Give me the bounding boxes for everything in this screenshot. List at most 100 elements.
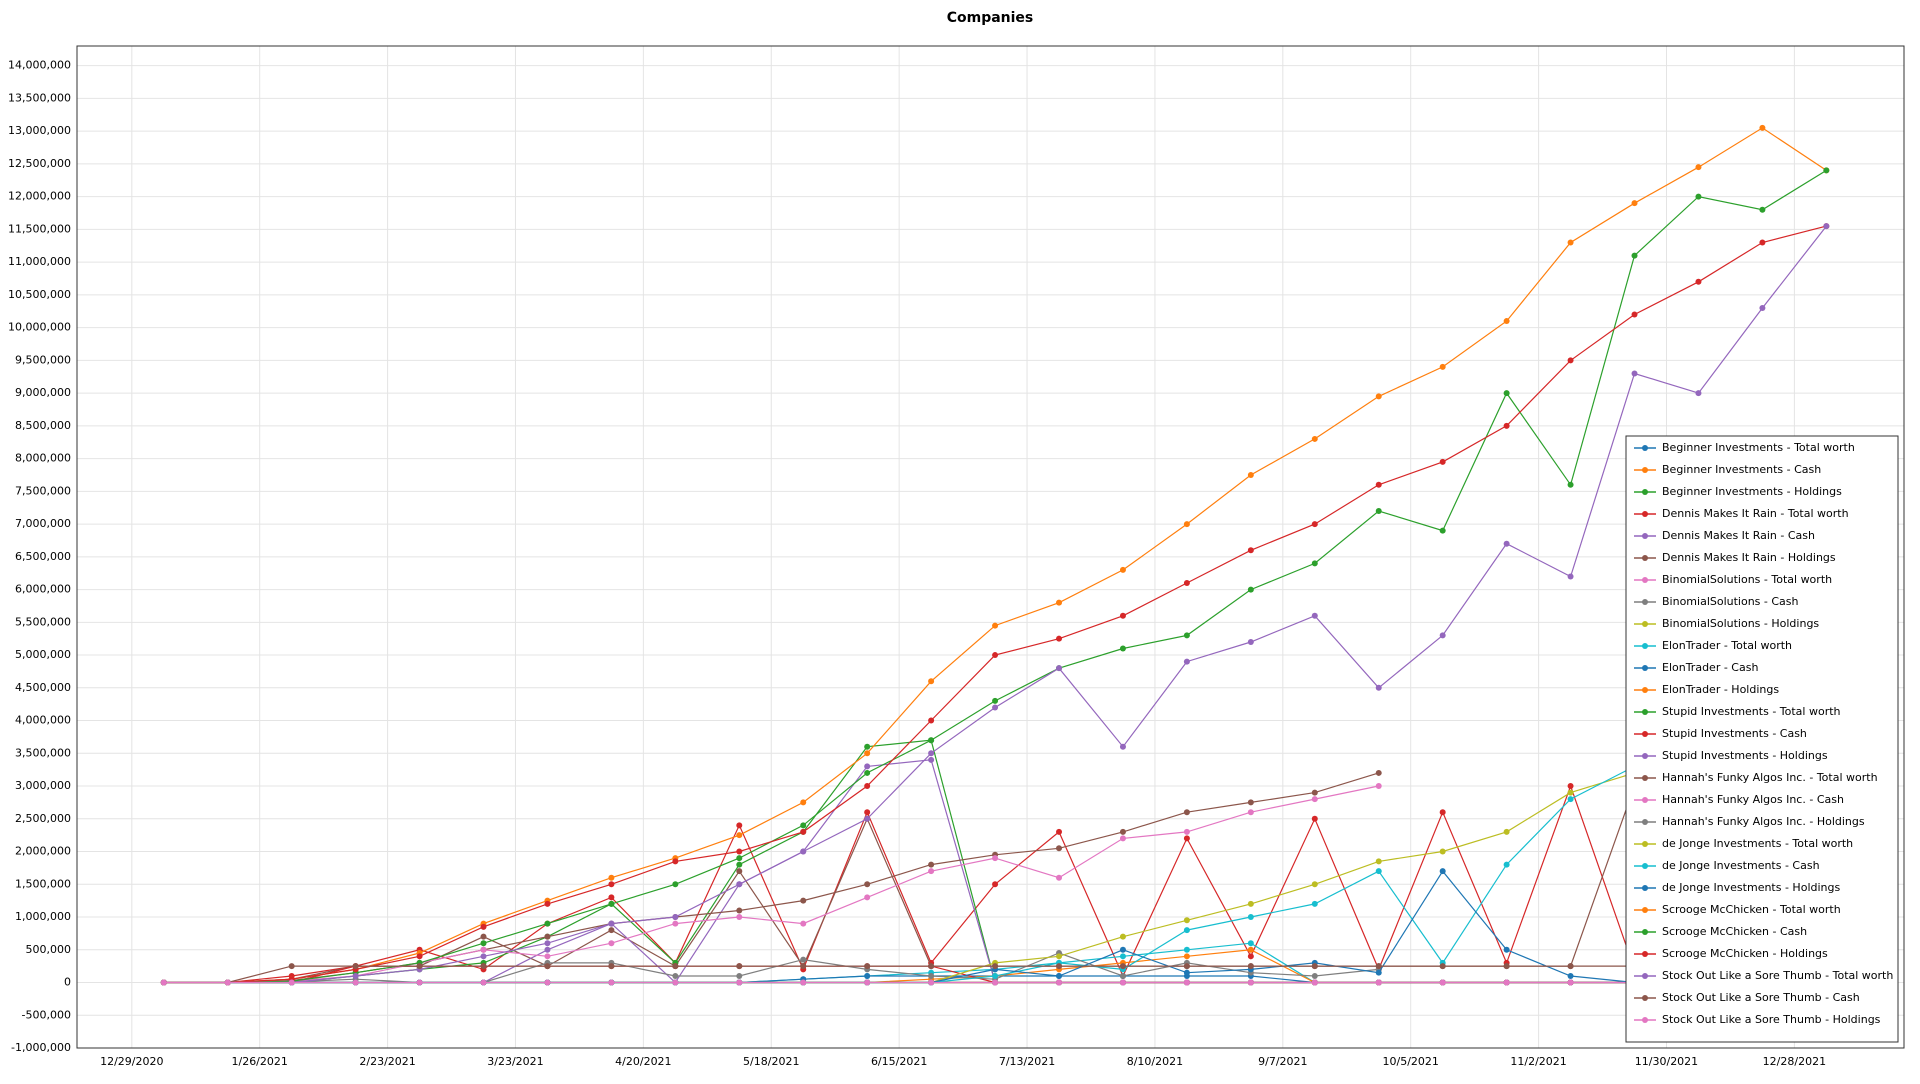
data-point xyxy=(1247,979,1254,986)
legend-label: ElonTrader - Holdings xyxy=(1662,683,1779,696)
legend-swatch-dot xyxy=(1642,907,1648,913)
data-point xyxy=(1311,560,1318,567)
data-point xyxy=(1375,969,1382,976)
data-point xyxy=(1439,363,1446,370)
y-tick-label: 2,500,000 xyxy=(15,812,71,825)
data-point xyxy=(1375,481,1382,488)
legend-label: de Jonge Investments - Holdings xyxy=(1662,881,1840,894)
legend-swatch-dot xyxy=(1642,445,1648,451)
plot-frame xyxy=(76,45,1905,1049)
y-tick-label: 11,000,000 xyxy=(8,255,71,268)
data-point xyxy=(1375,783,1382,790)
data-point xyxy=(480,979,487,986)
legend-swatch-dot xyxy=(1642,731,1648,737)
data-point xyxy=(1503,828,1510,835)
legend-label: BinomialSolutions - Total worth xyxy=(1662,573,1832,586)
data-point xyxy=(1247,799,1254,806)
data-point xyxy=(1311,796,1318,803)
data-point xyxy=(544,979,551,986)
data-point xyxy=(1056,963,1063,970)
legend-swatch-dot xyxy=(1642,885,1648,891)
data-point xyxy=(992,963,999,970)
y-tick-label: 1,000,000 xyxy=(15,910,71,923)
data-point xyxy=(224,979,231,986)
legend: Beginner Investments - Total worth Beginn… xyxy=(1625,435,1899,1043)
data-point xyxy=(928,678,935,685)
data-point xyxy=(1439,868,1446,875)
data-point xyxy=(672,858,679,865)
legend-label: Dennis Makes It Rain - Total worth xyxy=(1662,507,1849,520)
data-point xyxy=(1375,769,1382,776)
legend-swatch-dot xyxy=(1642,775,1648,781)
data-point xyxy=(864,963,871,970)
data-point xyxy=(544,933,551,940)
data-point xyxy=(1503,422,1510,429)
data-point xyxy=(1439,963,1446,970)
data-point xyxy=(864,894,871,901)
data-point xyxy=(1375,858,1382,865)
data-point xyxy=(1311,521,1318,528)
data-point xyxy=(1311,972,1318,979)
data-point xyxy=(480,953,487,960)
data-point xyxy=(1247,809,1254,816)
data-point xyxy=(480,933,487,940)
legend-swatch-dot xyxy=(1642,797,1648,803)
data-point xyxy=(608,900,615,907)
data-point xyxy=(672,972,679,979)
data-point xyxy=(1247,471,1254,478)
legend-label: BinomialSolutions - Cash xyxy=(1662,595,1799,608)
data-point xyxy=(1183,963,1190,970)
data-point xyxy=(1183,632,1190,639)
legend-label: Beginner Investments - Cash xyxy=(1662,463,1821,476)
data-point xyxy=(1503,963,1510,970)
x-tick-label: 1/26/2021 xyxy=(231,1055,287,1068)
x-tick-label: 8/10/2021 xyxy=(1127,1055,1183,1068)
legend-swatch-dot xyxy=(1642,621,1648,627)
data-point xyxy=(736,914,743,921)
legend-swatch-dot xyxy=(1642,577,1648,583)
data-point xyxy=(1183,979,1190,986)
data-point xyxy=(1247,963,1254,970)
x-tick-label: 11/30/2021 xyxy=(1635,1055,1698,1068)
legend-swatch-dot xyxy=(1642,511,1648,517)
data-point xyxy=(1119,566,1126,573)
legend-label: Scrooge McChicken - Holdings xyxy=(1662,947,1828,960)
data-point xyxy=(736,979,743,986)
data-point xyxy=(1567,481,1574,488)
data-point xyxy=(608,881,615,888)
data-point xyxy=(1503,946,1510,953)
y-tick-label: 500,000 xyxy=(26,943,72,956)
data-point xyxy=(1056,828,1063,835)
y-tick-label: 7,500,000 xyxy=(15,484,71,497)
legend-swatch-dot xyxy=(1642,489,1648,495)
data-point xyxy=(1567,783,1574,790)
data-point xyxy=(864,972,871,979)
data-point xyxy=(736,907,743,914)
legend-label: Beginner Investments - Total worth xyxy=(1662,441,1855,454)
y-tick-label: 4,500,000 xyxy=(15,681,71,694)
data-point xyxy=(1503,318,1510,325)
legend-label: Stock Out Like a Sore Thumb - Total wort… xyxy=(1662,969,1893,982)
data-point xyxy=(1439,632,1446,639)
data-point xyxy=(608,920,615,927)
data-point xyxy=(1119,946,1126,953)
data-point xyxy=(544,900,551,907)
data-point xyxy=(1183,521,1190,528)
data-point xyxy=(1056,599,1063,606)
data-point xyxy=(1056,635,1063,642)
data-point xyxy=(992,979,999,986)
data-point xyxy=(1567,972,1574,979)
y-tick-label: 8,500,000 xyxy=(15,419,71,432)
series-line xyxy=(163,785,1379,984)
y-tick-label: 3,500,000 xyxy=(15,746,71,759)
data-point xyxy=(864,769,871,776)
x-tick-label: 4/20/2021 xyxy=(615,1055,671,1068)
data-point xyxy=(1439,527,1446,534)
legend-swatch-dot xyxy=(1642,687,1648,693)
data-point xyxy=(544,920,551,927)
data-point xyxy=(1503,540,1510,547)
data-point xyxy=(1056,845,1063,852)
series-line xyxy=(163,739,1827,984)
data-point xyxy=(416,953,423,960)
data-point xyxy=(416,963,423,970)
